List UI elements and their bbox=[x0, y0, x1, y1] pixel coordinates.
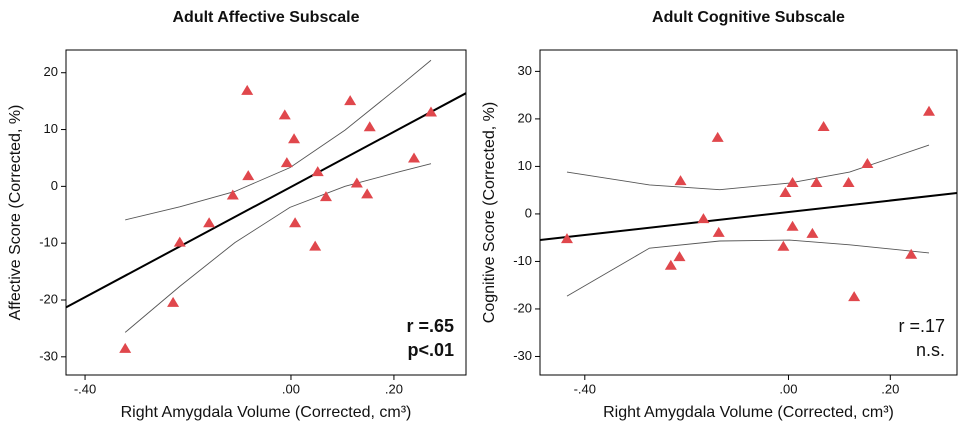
point bbox=[350, 177, 363, 188]
y-tick-label: 10 bbox=[518, 158, 532, 173]
x-tick-label: .00 bbox=[779, 381, 797, 396]
point bbox=[664, 259, 677, 270]
point bbox=[278, 109, 291, 120]
y-tick-label: -30 bbox=[39, 348, 58, 363]
point bbox=[674, 175, 687, 186]
point bbox=[922, 105, 935, 116]
point bbox=[319, 191, 332, 202]
y-tick-label: 30 bbox=[518, 63, 532, 78]
point bbox=[241, 84, 254, 95]
x-tick-label: -.40 bbox=[74, 381, 96, 396]
point bbox=[203, 217, 216, 228]
point bbox=[311, 166, 324, 177]
point bbox=[786, 177, 799, 188]
y-axis-label: Affective Score (Corrected, %) bbox=[7, 105, 24, 321]
ci-upper bbox=[566, 144, 930, 191]
y-axis-label: Cognitive Score (Corrected, %) bbox=[481, 102, 498, 323]
point bbox=[363, 121, 376, 132]
y-tick-label: -20 bbox=[39, 291, 58, 306]
point bbox=[560, 233, 573, 244]
y-tick-label: 10 bbox=[44, 121, 58, 136]
point bbox=[408, 152, 421, 163]
point bbox=[673, 251, 686, 262]
point bbox=[779, 187, 792, 198]
y-tick-label: -10 bbox=[513, 253, 532, 268]
fit-line bbox=[66, 92, 466, 309]
x-tick-label: .00 bbox=[282, 381, 300, 396]
point bbox=[842, 177, 855, 188]
y-tick-label: 0 bbox=[51, 178, 58, 193]
point bbox=[777, 240, 790, 251]
point bbox=[309, 240, 322, 251]
annotation: r =.65 bbox=[406, 316, 454, 336]
point bbox=[712, 226, 725, 237]
point bbox=[167, 296, 180, 307]
point bbox=[697, 213, 710, 224]
point bbox=[288, 133, 301, 144]
point bbox=[173, 236, 186, 247]
point bbox=[810, 177, 823, 188]
point bbox=[905, 248, 918, 259]
y-tick-label: 20 bbox=[518, 110, 532, 125]
point bbox=[786, 220, 799, 231]
y-tick-label: -30 bbox=[513, 348, 532, 363]
x-tick-label: .20 bbox=[881, 381, 899, 396]
ci-lower bbox=[124, 163, 432, 333]
point bbox=[242, 170, 255, 181]
ci-lower bbox=[566, 239, 930, 297]
y-tick-label: -10 bbox=[39, 235, 58, 250]
x-axis-label: Right Amygdala Volume (Corrected, cm³) bbox=[121, 404, 412, 421]
ci-upper bbox=[125, 59, 432, 221]
point bbox=[361, 188, 374, 199]
annotation: n.s. bbox=[916, 340, 945, 360]
point bbox=[806, 227, 819, 238]
point bbox=[424, 106, 437, 117]
point bbox=[280, 157, 293, 168]
point bbox=[226, 189, 239, 200]
annotation: p<.01 bbox=[407, 340, 454, 360]
y-tick-label: -20 bbox=[513, 300, 532, 315]
point bbox=[119, 342, 132, 353]
y-tick-label: 0 bbox=[525, 205, 532, 220]
x-axis-label: Right Amygdala Volume (Corrected, cm³) bbox=[603, 404, 894, 421]
point bbox=[861, 158, 874, 169]
chart-title: Adult Cognitive Subscale bbox=[652, 9, 845, 26]
x-tick-label: .20 bbox=[385, 381, 403, 396]
fit-line bbox=[540, 192, 957, 242]
point bbox=[344, 95, 357, 106]
plot-frame bbox=[65, 49, 467, 376]
chart-title: Adult Affective Subscale bbox=[172, 9, 359, 26]
point bbox=[848, 291, 861, 302]
plot-frame bbox=[539, 49, 958, 376]
point bbox=[289, 217, 302, 228]
x-tick-label: -.40 bbox=[574, 381, 596, 396]
point bbox=[817, 120, 830, 131]
annotation: r =.17 bbox=[898, 316, 945, 336]
point bbox=[711, 131, 724, 142]
y-tick-label: 20 bbox=[44, 64, 58, 79]
